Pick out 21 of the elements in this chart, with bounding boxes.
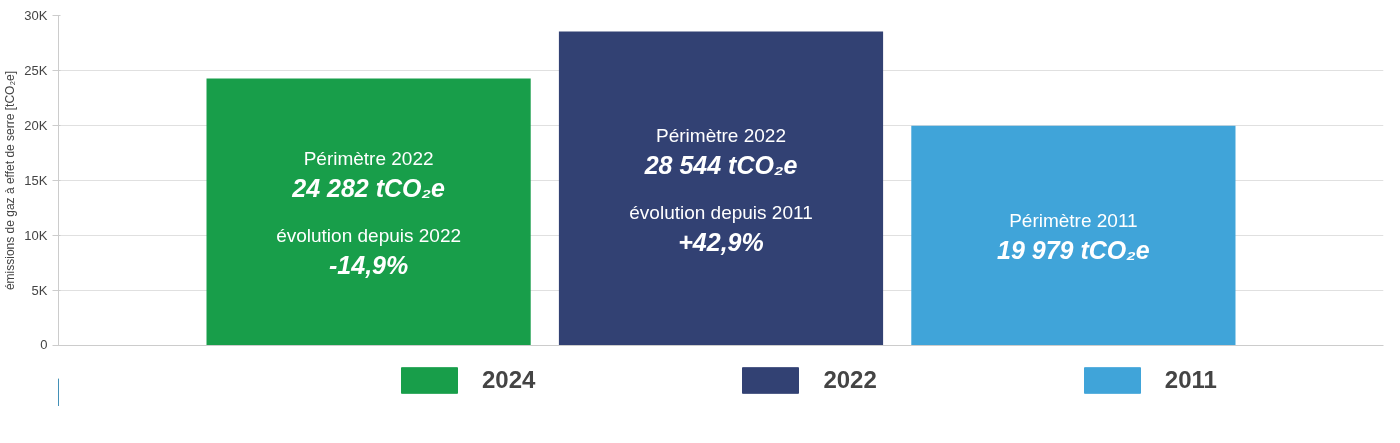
y-tick-label: 0 <box>40 336 48 352</box>
y-tick-label: 25K <box>24 63 48 78</box>
legend-label: 2024 <box>482 365 536 395</box>
legend-label: 2022 <box>823 365 877 395</box>
annotation: -14,9% <box>329 251 409 280</box>
y-tick-label: 10K <box>24 228 48 243</box>
annotation: évolution depuis 2022 <box>276 225 462 247</box>
y-tick-label: 15K <box>24 173 48 188</box>
data-label: 28 544 tCO₂e <box>643 150 798 179</box>
data-label: 19 979 tCO₂e <box>997 236 1150 265</box>
annotation: Périmètre 2011 <box>1009 210 1138 232</box>
legend-label: 2011 <box>1164 365 1217 395</box>
annotation: évolution depuis 2011 <box>629 201 813 223</box>
y-tick-label: 30K <box>24 8 48 23</box>
data-label: 24 282 tCO₂e <box>291 174 446 203</box>
y-axis-title: émissions de gaz à effet de serre [tCO₂e] <box>3 70 18 291</box>
y-tick-label: 5K <box>31 283 48 298</box>
annotation: +42,9% <box>678 227 764 256</box>
annotation: Périmètre 2022 <box>656 124 786 146</box>
annotation: Périmètre 2022 <box>303 147 434 169</box>
y-tick-label: 20K <box>24 118 48 133</box>
